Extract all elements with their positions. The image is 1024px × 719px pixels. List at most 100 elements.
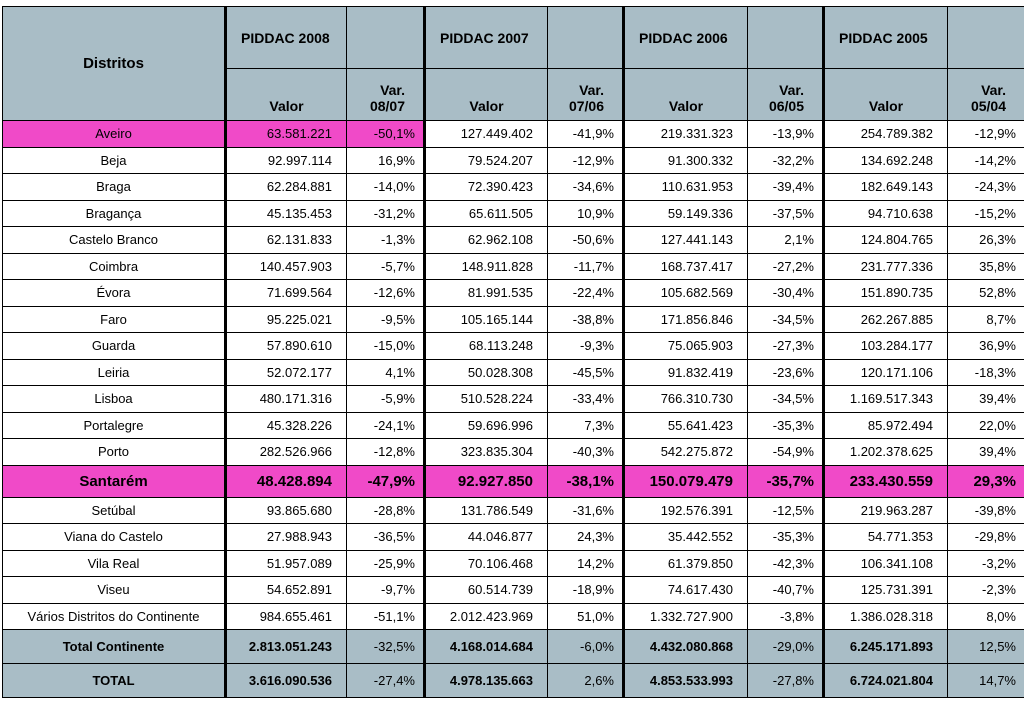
value-cell: 2.813.051.243 <box>224 629 347 664</box>
variation-cell: -12,9% <box>547 146 624 174</box>
district-name: Viseu <box>2 576 226 604</box>
variation-cell: -15,2% <box>947 199 1024 227</box>
variation-cell: -50,6% <box>547 226 624 254</box>
header-blank <box>346 6 425 69</box>
variation-cell: -12,8% <box>346 438 425 466</box>
district-name: Portalegre <box>2 411 226 439</box>
variation-cell: -41,9% <box>547 120 624 148</box>
value-cell: 150.079.479 <box>622 464 748 498</box>
table-row: Viseu 54.652.891 -9,7% 60.514.739 -18,9% 74.6… <box>2 576 1024 604</box>
district-name: Porto <box>2 438 226 466</box>
value-cell: 51.957.089 <box>224 549 347 577</box>
value-cell: 61.379.850 <box>622 549 748 577</box>
variation-cell: -33,4% <box>547 385 624 413</box>
district-name: Faro <box>2 305 226 333</box>
variation-cell: 8,7% <box>947 305 1024 333</box>
variation-cell: -38,1% <box>547 464 624 498</box>
value-cell: 105.682.569 <box>622 279 748 307</box>
value-header: Valor <box>423 68 548 121</box>
variation-cell: 8,0% <box>947 602 1024 630</box>
value-cell: 45.328.226 <box>224 411 347 439</box>
table-row: Lisboa 480.171.316 -5,9% 510.528.224 -33,4% 7… <box>2 385 1024 413</box>
variation-cell: -39,8% <box>947 496 1024 524</box>
table-row: Évora 71.699.564 -12,6% 81.991.535 -22,4% 105… <box>2 279 1024 307</box>
value-cell: 92.927.850 <box>423 464 548 498</box>
district-name: Viana do Castelo <box>2 523 226 551</box>
value-cell: 124.804.765 <box>822 226 948 254</box>
variation-cell: -22,4% <box>547 279 624 307</box>
districts-header: Distritos <box>2 6 226 121</box>
value-header: Valor <box>224 68 347 121</box>
value-cell: 4.853.533.993 <box>622 663 748 698</box>
variation-cell: -25,9% <box>346 549 425 577</box>
table-row: Vila Real 51.957.089 -25,9% 70.106.468 14,2%… <box>2 549 1024 577</box>
variation-header: Var. 07/06 <box>547 68 624 121</box>
variation-cell: -6,0% <box>547 629 624 664</box>
value-cell: 6.245.171.893 <box>822 629 948 664</box>
table-row: Viana do Castelo 27.988.943 -36,5% 44.046.8… <box>2 523 1024 551</box>
variation-cell: -51,1% <box>346 602 425 630</box>
value-cell: 1.169.517.343 <box>822 385 948 413</box>
variation-header: Var. 06/05 <box>747 68 824 121</box>
value-cell: 231.777.336 <box>822 252 948 280</box>
variation-cell: -18,3% <box>947 358 1024 386</box>
variation-cell: 29,3% <box>947 464 1024 498</box>
value-cell: 71.699.564 <box>224 279 347 307</box>
variation-cell: -2,3% <box>947 576 1024 604</box>
value-cell: 219.331.323 <box>622 120 748 148</box>
variation-cell: 52,8% <box>947 279 1024 307</box>
variation-cell: -47,9% <box>346 464 425 498</box>
value-cell: 57.890.610 <box>224 332 347 360</box>
value-cell: 182.649.143 <box>822 173 948 201</box>
variation-cell: -54,9% <box>747 438 824 466</box>
variation-cell: -35,3% <box>747 523 824 551</box>
value-cell: 4.978.135.663 <box>423 663 548 698</box>
value-cell: 219.963.287 <box>822 496 948 524</box>
value-cell: 95.225.021 <box>224 305 347 333</box>
variation-cell: -29,8% <box>947 523 1024 551</box>
value-cell: 62.131.833 <box>224 226 347 254</box>
district-name: Vários Distritos do Continente <box>2 602 226 630</box>
value-cell: 74.617.430 <box>622 576 748 604</box>
total-row: Total Continente 2.813.051.243 -32,5% 4.168… <box>2 629 1024 664</box>
district-name: Santarém <box>2 464 226 498</box>
district-name: TOTAL <box>2 663 226 698</box>
value-cell: 4.432.080.868 <box>622 629 748 664</box>
variation-cell: -5,7% <box>346 252 425 280</box>
variation-cell: 24,3% <box>547 523 624 551</box>
district-name: Setúbal <box>2 496 226 524</box>
table-row: Bragança 45.135.453 -31,2% 65.611.505 10,9% 5… <box>2 199 1024 227</box>
value-cell: 62.284.881 <box>224 173 347 201</box>
district-name: Aveiro <box>2 120 226 148</box>
district-name: Vila Real <box>2 549 226 577</box>
variation-cell: -24,1% <box>346 411 425 439</box>
variation-cell: -18,9% <box>547 576 624 604</box>
value-cell: 81.991.535 <box>423 279 548 307</box>
variation-cell: -27,2% <box>747 252 824 280</box>
value-cell: 480.171.316 <box>224 385 347 413</box>
total-row: TOTAL 3.616.090.536 -27,4% 4.978.135.663 2,6… <box>2 663 1024 698</box>
table-row: Portalegre 45.328.226 -24,1% 59.696.996 7,3%… <box>2 411 1024 439</box>
value-cell: 542.275.872 <box>622 438 748 466</box>
variation-cell: 2,1% <box>747 226 824 254</box>
value-cell: 131.786.549 <box>423 496 548 524</box>
variation-cell: -32,5% <box>346 629 425 664</box>
table-row-highlighted: Santarém 48.428.894 -47,9% 92.927.850 -38,1%… <box>2 464 1024 498</box>
value-cell: 1.202.378.625 <box>822 438 948 466</box>
value-header: Valor <box>622 68 748 121</box>
table-row: Castelo Branco 62.131.833 -1,3% 62.962.108-… <box>2 226 1024 254</box>
table-row: Coimbra 140.457.903 -5,7% 148.911.828 -11,7%… <box>2 252 1024 280</box>
variation-cell: -28,8% <box>346 496 425 524</box>
table-row: Braga 62.284.881 -14,0% 72.390.423 -34,6% 110… <box>2 173 1024 201</box>
value-cell: 233.430.559 <box>822 464 948 498</box>
header-blank <box>947 6 1024 69</box>
variation-cell: -23,6% <box>747 358 824 386</box>
variation-cell: -12,9% <box>947 120 1024 148</box>
table-row: Vários Distritos do Continente 984.655.46… <box>2 602 1024 630</box>
variation-header: Var. 08/07 <box>346 68 425 121</box>
variation-cell: -31,2% <box>346 199 425 227</box>
value-cell: 984.655.461 <box>224 602 347 630</box>
value-cell: 91.832.419 <box>622 358 748 386</box>
variation-cell: -42,3% <box>747 549 824 577</box>
value-cell: 50.028.308 <box>423 358 548 386</box>
